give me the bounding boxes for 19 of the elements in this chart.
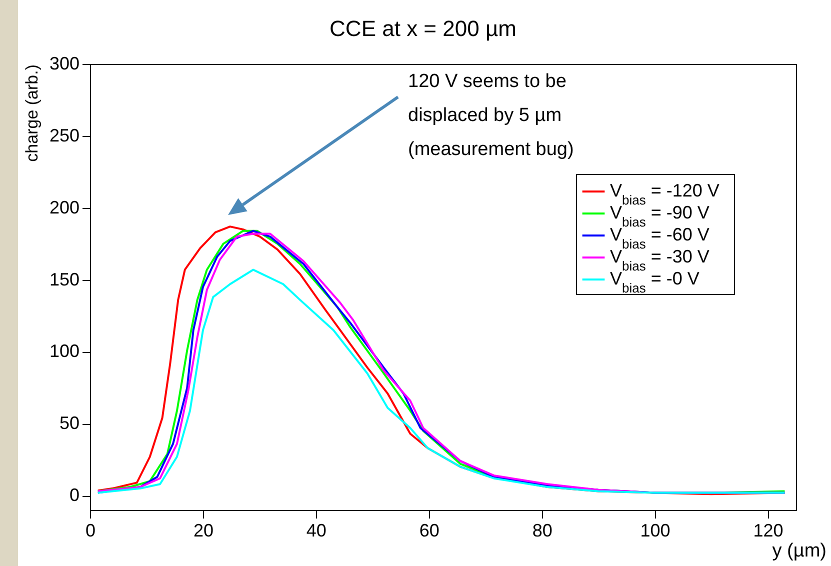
y-tick-label: 150 <box>49 269 80 290</box>
legend-label: V$_{bias}$ = -120 V <box>610 180 720 207</box>
y-tick-label: 0 <box>69 485 80 506</box>
x-tick-label: 80 <box>532 520 552 540</box>
x-tick-label: 0 <box>85 520 96 540</box>
y-axis-title: charge (arb.) <box>22 64 42 162</box>
y-tick-label: 50 <box>59 413 80 434</box>
x-tick-label: 120 <box>753 520 784 540</box>
y-tick-label: 300 <box>49 54 80 74</box>
y-tick-label: 100 <box>49 341 80 362</box>
x-axis-title: y (µm) <box>772 540 826 562</box>
annotation: 120 V seems to be displaced by 5 µm (measurement bug) <box>408 71 574 160</box>
y-tick-label: 200 <box>49 197 80 218</box>
x-tick-label: 20 <box>193 520 214 540</box>
y-tick-label: 250 <box>49 125 80 146</box>
chart-title: CCE at x = 200 µm <box>330 16 516 41</box>
x-tick-label: 100 <box>640 520 670 540</box>
x-tick-label: 40 <box>306 520 326 540</box>
x-tick-label: 60 <box>419 520 440 540</box>
